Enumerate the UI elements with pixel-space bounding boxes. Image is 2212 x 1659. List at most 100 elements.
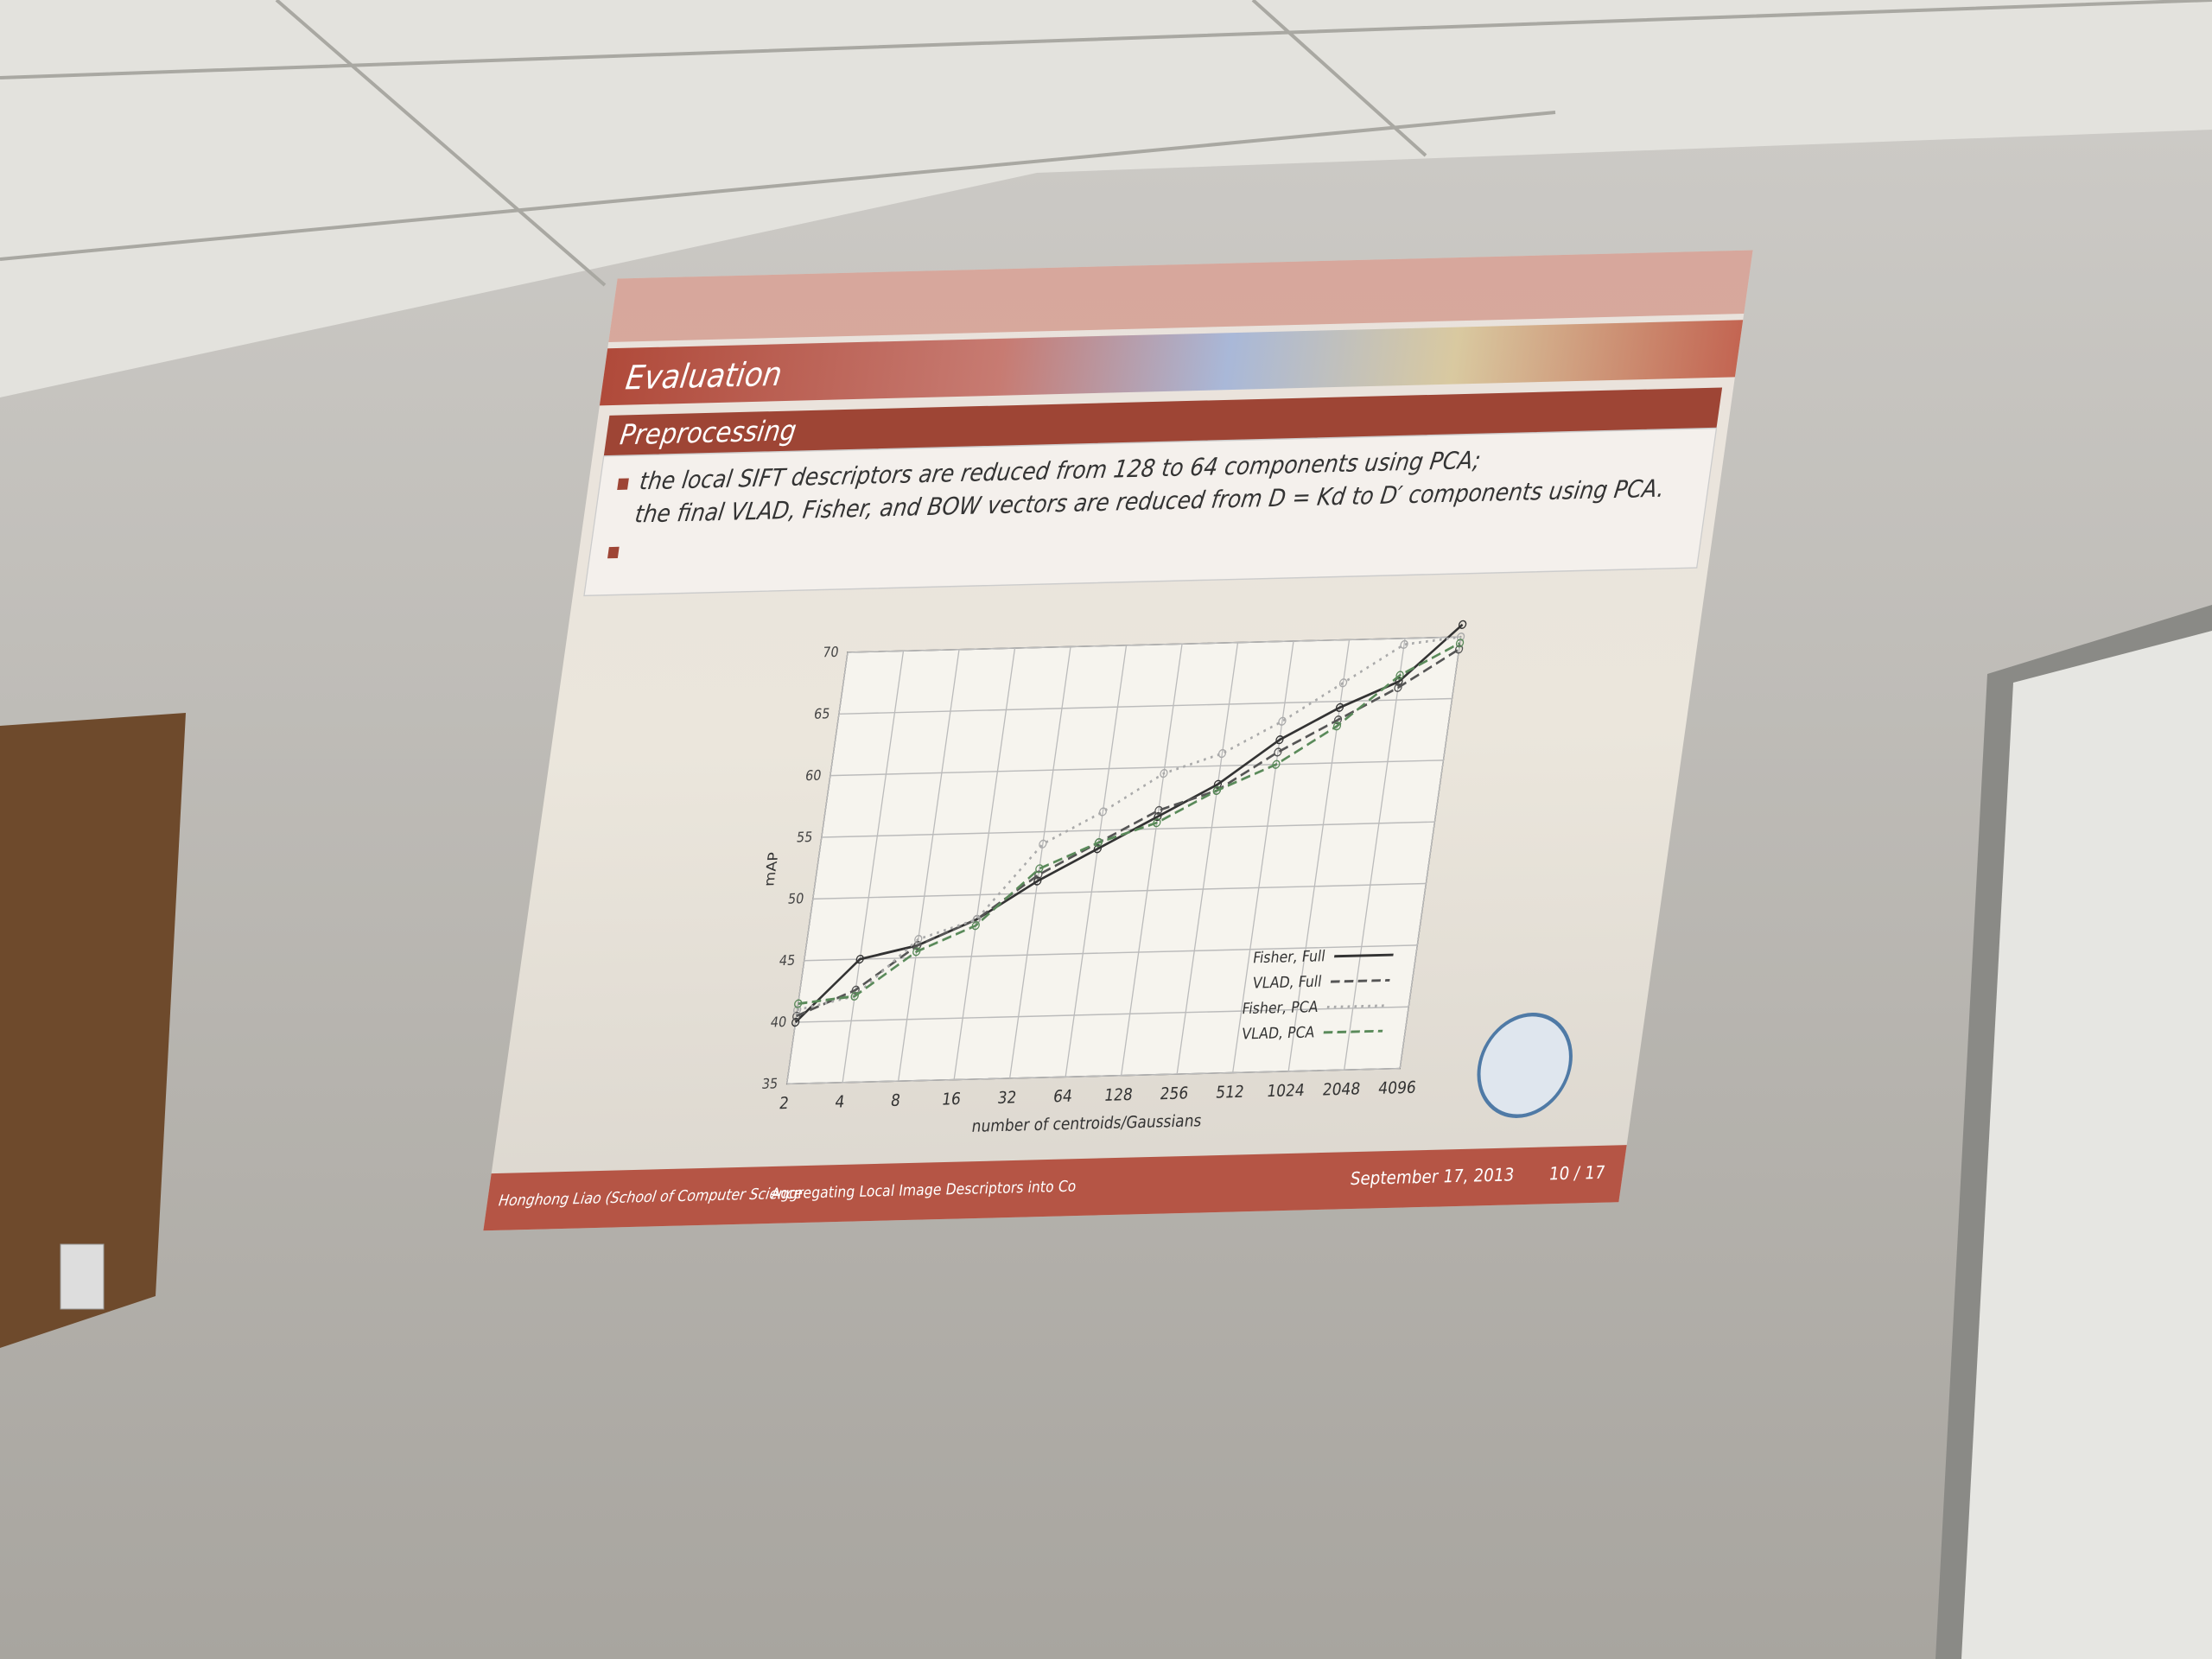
data-point [1039,839,1047,849]
data-point [1275,735,1284,745]
grid-line [838,697,1452,715]
grid-line [847,636,1461,653]
data-point [1154,805,1163,816]
ceiling-grid [0,0,2212,287]
block-title: Preprocessing [618,415,798,452]
data-point [1094,838,1103,848]
data-point [1212,785,1222,795]
x-tick-label: 2 [778,1094,790,1113]
x-tick-label: 4096 [1377,1078,1418,1098]
data-point [1272,760,1281,769]
legend-swatch [1326,1004,1387,1008]
data-point [791,1017,800,1027]
data-point [855,954,864,964]
data-point [1333,715,1343,725]
grid-line [1120,644,1183,1076]
legend-label: Fisher, PCA [1241,997,1319,1017]
grid-line [1232,640,1294,1073]
grid-line [795,1006,1409,1023]
x-tick-label: 64 [1052,1087,1073,1107]
y-tick-label: 40 [770,1014,788,1030]
legend-swatch [1330,978,1390,983]
data-point [1153,818,1161,828]
data-point [1335,702,1344,712]
data-point [914,934,923,944]
data-point [1154,811,1162,822]
grid-line [1008,646,1071,1078]
slide: Evaluation Preprocessing the local SIFT … [483,250,1753,1231]
block-body [583,427,1718,597]
data-point [794,999,803,1008]
grid-line [812,882,1427,900]
data-point [1455,639,1465,648]
data-point [1332,721,1342,731]
x-tick-label: 4 [834,1093,846,1112]
data-point [913,941,922,950]
grid-line [830,760,1444,777]
whiteboard [1961,631,2212,1659]
x-tick-label: 128 [1103,1085,1135,1105]
x-tick-label: 2048 [1321,1080,1362,1100]
y-tick-label: 55 [796,829,814,845]
data-point [851,985,860,995]
y-tick-label: 50 [787,891,805,907]
data-point [1456,632,1465,642]
university-logo [1477,1012,1573,1118]
y-tick-label: 60 [804,767,823,784]
grid-line [1399,637,1462,1069]
data-point [1400,639,1408,650]
legend-swatch [1323,1029,1383,1034]
data-point [1213,779,1223,789]
data-point [1338,678,1348,688]
series-line [798,641,1460,1006]
x-tick-label: 32 [996,1089,1018,1109]
data-point [1395,671,1404,680]
x-tick-label: 16 [940,1090,962,1109]
x-tick-label: 8 [889,1091,901,1110]
legend-label: Fisher, Full [1252,946,1327,966]
footer-date: September 17, 2013 [1349,1165,1516,1190]
data-point [792,1011,801,1021]
data-point [1217,748,1227,759]
data-point [1034,870,1043,880]
footer-page: 10 / 17 [1548,1162,1606,1185]
bullets: the local SIFT descriptors are reduced f… [633,447,1667,529]
slide-title: Evaluation [623,354,785,397]
legend-label: VLAD, PCA [1241,1023,1317,1043]
data-point [793,1005,802,1014]
y-tick-label: 35 [760,1076,779,1092]
data-point [850,991,859,1001]
grid-line [842,651,905,1083]
grid-line [1344,638,1406,1071]
data-point [1394,683,1402,692]
bullet-icon [617,478,629,490]
data-point [1098,807,1108,817]
grid-line [1176,642,1239,1075]
legend-label: VLAD, Full [1251,972,1323,992]
data-point [1033,876,1042,886]
grid-line [1065,645,1128,1077]
series-line [796,648,1460,1018]
data-point [1035,864,1044,874]
x-tick-label: 512 [1215,1083,1246,1103]
data-point [1454,645,1464,654]
y-tick-label: 65 [813,706,831,722]
title-bar [599,320,1744,406]
grid-line [953,648,1016,1080]
x-tick-label: 256 [1159,1084,1190,1104]
data-point [912,947,921,957]
data-point [1274,747,1282,757]
grid-line [821,821,1435,838]
ceiling [0,0,2212,397]
data-point [1458,620,1467,630]
block-header [603,387,1723,456]
grid-line [897,649,960,1082]
bullet-icon [607,546,620,559]
chart: 35 40 45 50 55 60 65 70 2 4 8 16 32 64 128 256 512 1024 20… [760,620,1467,1136]
data-point [972,914,981,925]
grid-line [786,1067,1401,1085]
y-tick-label: 45 [779,952,797,969]
y-tick-label: 70 [822,644,840,660]
